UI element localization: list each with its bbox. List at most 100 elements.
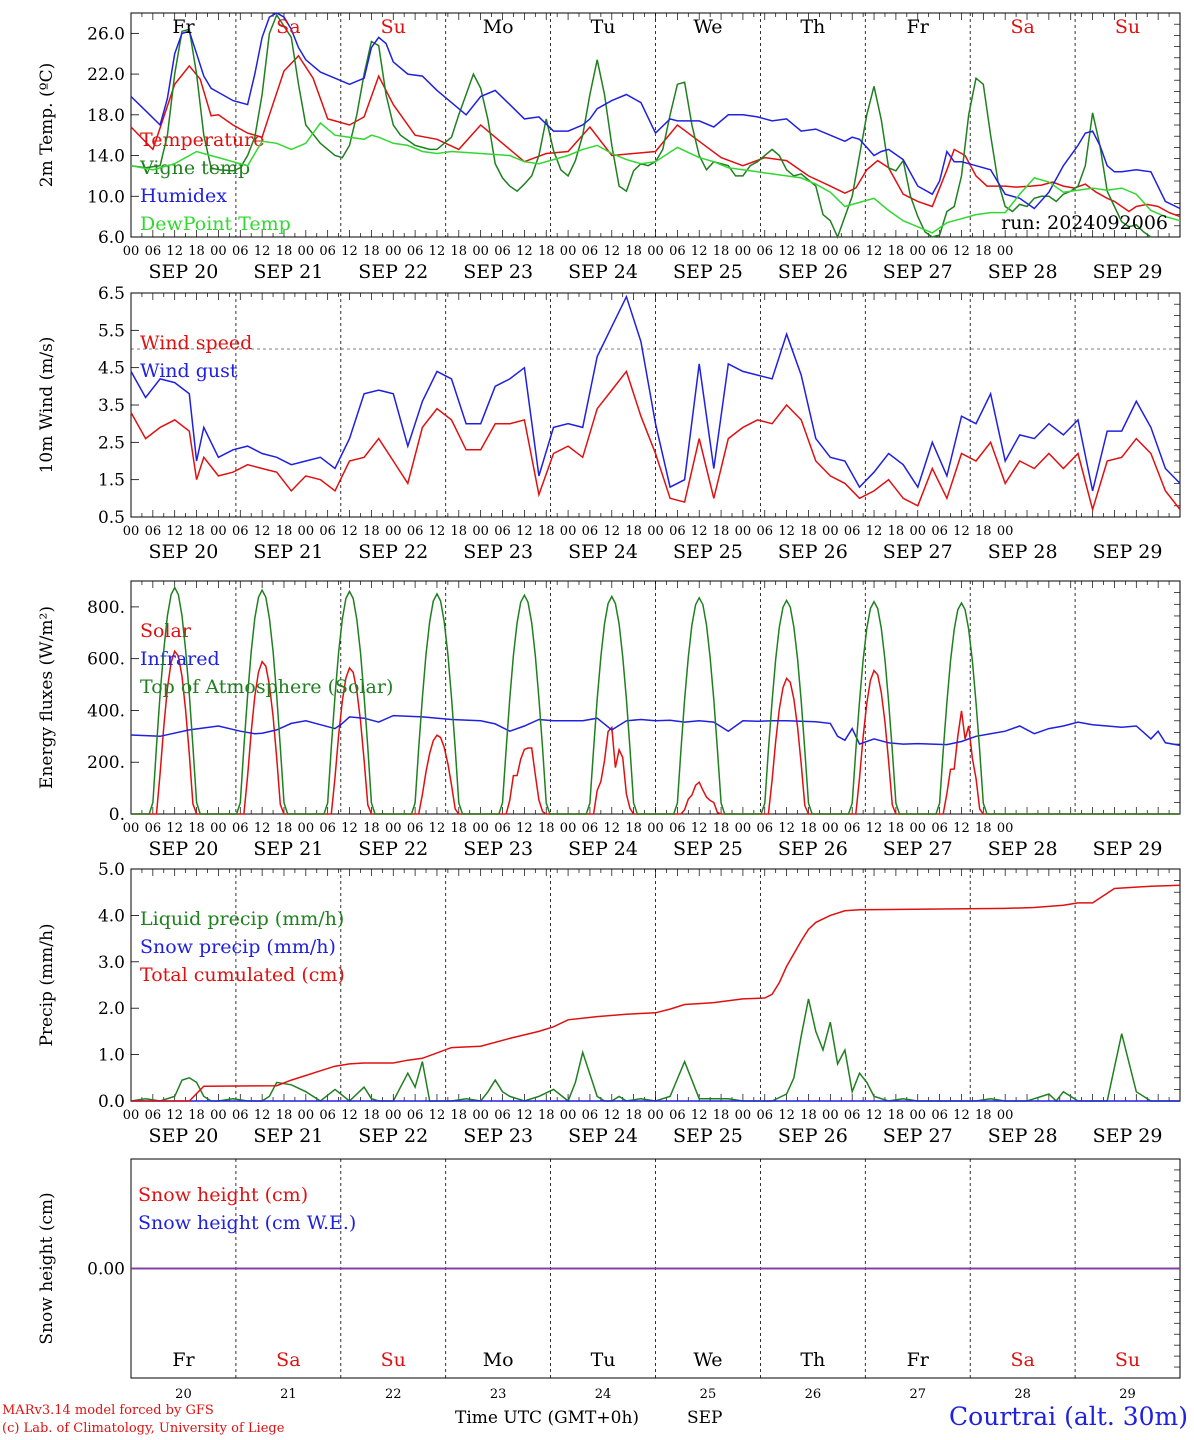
hour-label: 18 <box>713 244 730 259</box>
legend-entry: Temperature <box>140 129 264 151</box>
day-number: 26 <box>805 1387 822 1402</box>
date-label: SEP 20 <box>149 261 219 283</box>
hour-label: 06 <box>931 1108 948 1123</box>
hour-label: 12 <box>516 821 533 836</box>
hour-label: 06 <box>844 1108 861 1123</box>
hour-label: 00 <box>385 524 402 539</box>
date-label: SEP 21 <box>253 261 323 283</box>
hour-label: 12 <box>866 821 883 836</box>
panel-2: 00 06 12 18 00 06 12 18 00 06 12 18 00 06 12 18 00 06 12 18… <box>37 284 1181 563</box>
hour-label: 06 <box>319 524 336 539</box>
hour-label: 12 <box>604 524 621 539</box>
hour-label: 06 <box>494 1108 511 1123</box>
date-label: SEP 26 <box>778 541 848 563</box>
y-tick-label: 22.0 <box>87 65 125 85</box>
hour-label: 12 <box>866 1108 883 1123</box>
legend-entry: Liquid precip (mm/h) <box>140 908 344 930</box>
hour-label: 00 <box>735 524 752 539</box>
hour-label: 06 <box>844 244 861 259</box>
weekday-top-label: Th <box>800 16 825 38</box>
date-label: SEP 25 <box>673 541 743 563</box>
hour-label: 00 <box>385 821 402 836</box>
y-tick-label: 1.0 <box>98 1046 125 1066</box>
hour-label: 18 <box>451 821 468 836</box>
hour-label: 00 <box>909 524 926 539</box>
hour-label: 00 <box>822 244 839 259</box>
legend-entry: Snow height (cm W.E.) <box>138 1212 356 1234</box>
hour-label: 12 <box>166 244 183 259</box>
credit-line-model: MARv3.14 model forced by GFS <box>2 1403 214 1418</box>
date-label: SEP 25 <box>673 1125 743 1147</box>
run-label: run: 2024092006 <box>1001 212 1168 234</box>
hour-label: 12 <box>166 1108 183 1123</box>
hour-label: 06 <box>232 524 249 539</box>
series-vigne-temp <box>130 13 1152 240</box>
hour-label: 12 <box>866 244 883 259</box>
hour-label: 12 <box>691 524 708 539</box>
date-label: SEP 28 <box>988 1125 1058 1147</box>
y-tick-label: 600. <box>87 650 125 670</box>
hour-label: 18 <box>538 524 555 539</box>
y-tick-label: 0.0 <box>98 1092 125 1112</box>
y-tick-label: 5.5 <box>98 321 125 341</box>
hour-label: 00 <box>735 244 752 259</box>
hour-label: 06 <box>494 524 511 539</box>
hour-label: 06 <box>407 1108 424 1123</box>
hour-label: 18 <box>625 244 642 259</box>
y-tick-label: 1.5 <box>98 471 125 491</box>
date-label: SEP 20 <box>149 838 219 860</box>
hour-label: 00 <box>298 244 315 259</box>
hour-label: 18 <box>276 821 293 836</box>
hour-label: 00 <box>472 821 489 836</box>
hour-label: 00 <box>123 821 140 836</box>
weekday-top-label: Su <box>381 16 406 38</box>
date-label: SEP 27 <box>883 541 953 563</box>
hour-label: 06 <box>582 244 599 259</box>
y-axis-label: 10m Wind (m/s) <box>37 337 57 474</box>
hour-label: 12 <box>516 244 533 259</box>
hour-label: 00 <box>997 821 1014 836</box>
hour-label: 18 <box>888 1108 905 1123</box>
hour-label: 18 <box>625 524 642 539</box>
hour-label: 12 <box>953 524 970 539</box>
hour-label: 12 <box>254 1108 271 1123</box>
date-label: SEP 28 <box>988 541 1058 563</box>
hour-label: 18 <box>188 524 205 539</box>
date-label: SEP 22 <box>358 541 428 563</box>
hour-label: 00 <box>210 1108 227 1123</box>
hour-label: 06 <box>756 1108 773 1123</box>
y-tick-label: 2.5 <box>98 433 125 453</box>
hour-label: 12 <box>953 1108 970 1123</box>
hour-label: 18 <box>975 1108 992 1123</box>
weekday-bottom-label: Fr <box>907 1349 930 1371</box>
y-axis-label: 2m Temp. (ºC) <box>37 63 57 188</box>
weekday-bottom-label: Mo <box>483 1349 514 1371</box>
weekday-bottom-label: Su <box>1115 1349 1140 1371</box>
hour-label: 12 <box>866 524 883 539</box>
hour-label: 06 <box>756 821 773 836</box>
hour-label: 18 <box>800 821 817 836</box>
hour-label: 06 <box>669 1108 686 1123</box>
weekday-bottom-label: We <box>693 1349 722 1371</box>
day-number: 21 <box>280 1387 297 1402</box>
y-tick-label: 3.5 <box>98 396 125 416</box>
hour-label: 06 <box>844 821 861 836</box>
hour-label: 00 <box>385 1108 402 1123</box>
hour-label: 12 <box>778 1108 795 1123</box>
hour-label: 12 <box>778 244 795 259</box>
hour-label: 00 <box>909 244 926 259</box>
series-total-cumulated-cm- <box>131 884 1181 1102</box>
date-label: SEP 23 <box>463 1125 533 1147</box>
hour-label: 18 <box>363 821 380 836</box>
date-label: SEP 29 <box>1093 838 1163 860</box>
hour-label: 06 <box>844 524 861 539</box>
hour-label: 12 <box>166 524 183 539</box>
hour-label: 00 <box>560 244 577 259</box>
weekday-bottom-label: Fr <box>172 1349 195 1371</box>
hour-label: 00 <box>210 524 227 539</box>
hour-label: 00 <box>298 821 315 836</box>
legend-entry: DewPoint Temp <box>140 213 291 235</box>
y-tick-label: 800. <box>87 598 125 618</box>
hour-label: 18 <box>888 524 905 539</box>
legend-entry: Total cumulated (cm) <box>140 964 345 986</box>
